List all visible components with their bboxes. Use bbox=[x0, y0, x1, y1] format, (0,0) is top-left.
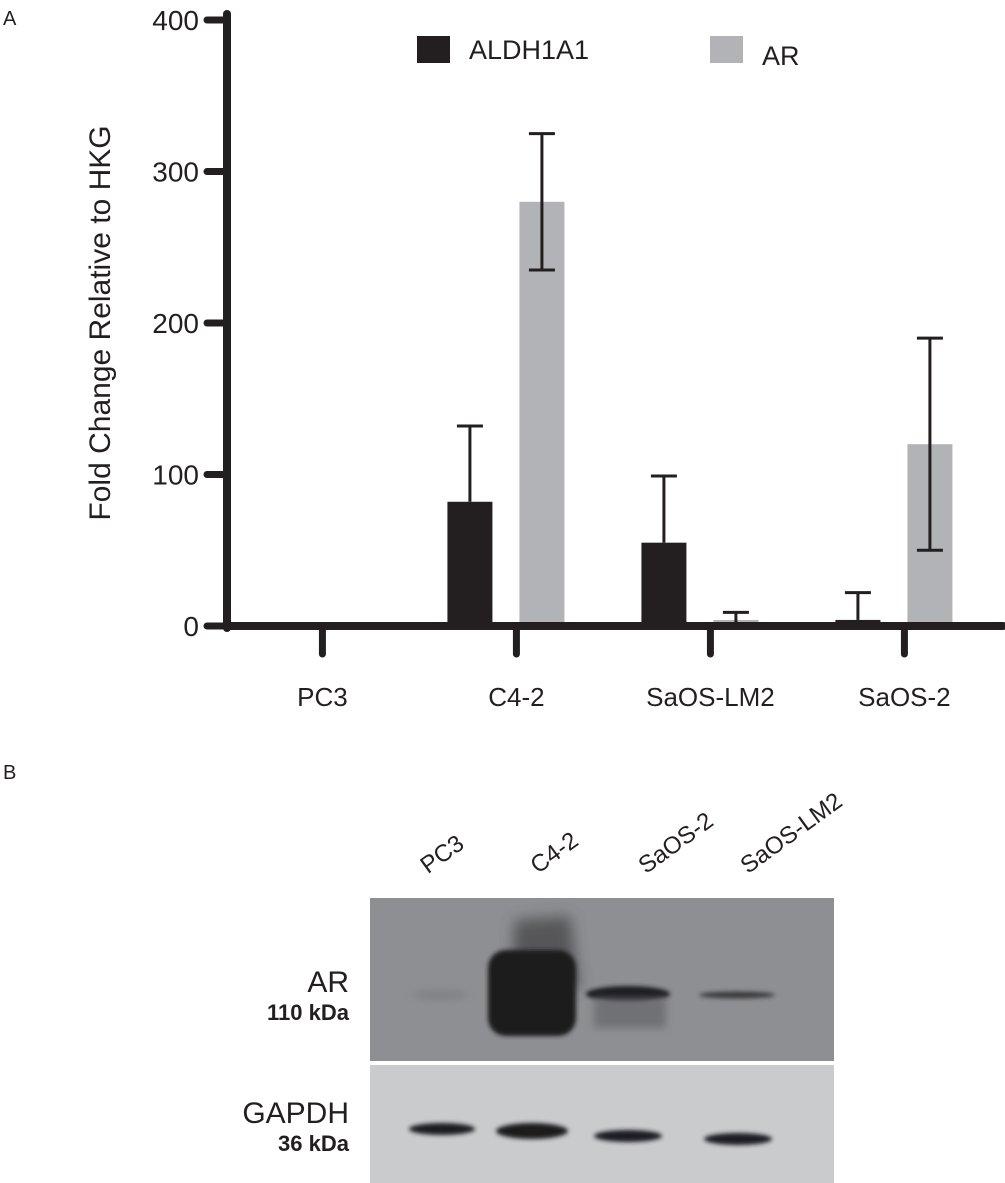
ar-band-pc3 bbox=[412, 990, 468, 1000]
legend-swatch-ar bbox=[710, 36, 743, 63]
western-blot: PC3 C4-2 SaOS-2 SaOS-LM2 AR 110 kDa GAPD… bbox=[0, 760, 1005, 1183]
gapdh-molecular-weight: 36 kDa bbox=[278, 1131, 349, 1156]
blot-image bbox=[370, 898, 834, 1183]
panel-a-label: A bbox=[3, 8, 17, 30]
y-tick-label: 0 bbox=[183, 611, 199, 642]
ar-band-saos-2-tail bbox=[594, 998, 666, 1028]
lane-label-saos-2: SaOS-2 bbox=[633, 807, 719, 880]
y-tick-label: 300 bbox=[152, 157, 199, 188]
y-tick-label: 400 bbox=[152, 5, 199, 36]
gapdh-band-saos-2 bbox=[594, 1130, 662, 1142]
gapdh-band-c4-2 bbox=[496, 1123, 568, 1139]
legend: ALDH1A1 AR bbox=[417, 35, 800, 71]
y-axis: 0 100 200 300 400 bbox=[152, 5, 231, 642]
x-tick-label: SaOS-2 bbox=[858, 682, 951, 712]
gapdh-band-saos-lm2 bbox=[704, 1133, 772, 1145]
ar-protein-name: AR bbox=[307, 966, 349, 999]
bar-aldh1a1-c4-2 bbox=[447, 501, 493, 626]
bar-ar-c4-2 bbox=[519, 201, 565, 627]
x-tick-label: SaOS-LM2 bbox=[646, 682, 775, 712]
bar-aldh1a1-saos-lm2 bbox=[641, 542, 687, 626]
ar-row-label: AR 110 kDa bbox=[267, 966, 349, 1026]
x-axis: PC3 C4-2 SaOS-LM2 SaOS-2 bbox=[223, 622, 1005, 712]
legend-swatch-aldh1a1 bbox=[417, 36, 450, 63]
panel-b-label: B bbox=[3, 762, 17, 784]
x-tick-label: PC3 bbox=[297, 682, 348, 712]
ar-band-c4-2 bbox=[488, 950, 576, 1036]
lane-label-c4-2: C4-2 bbox=[525, 826, 584, 880]
gapdh-protein-name: GAPDH bbox=[242, 1097, 349, 1130]
y-tick-label: 200 bbox=[152, 308, 199, 339]
ar-band-saos-lm2 bbox=[699, 991, 775, 999]
bars bbox=[325, 132, 953, 628]
ar-molecular-weight: 110 kDa bbox=[267, 1000, 349, 1025]
legend-label-ar: AR bbox=[762, 41, 800, 71]
gapdh-band-pc3 bbox=[409, 1123, 475, 1135]
ar-blot-background bbox=[370, 898, 834, 1061]
y-axis-title: Fold Change Relative to HKG bbox=[84, 125, 117, 520]
legend-label-aldh1a1: ALDH1A1 bbox=[469, 35, 589, 65]
bar-chart: 0 100 200 300 400 PC3 C4-2 SaOS-LM2 SaOS-2 ALDH… bbox=[84, 5, 1005, 712]
lane-label-pc3: PC3 bbox=[415, 829, 470, 880]
y-tick-label: 100 bbox=[152, 460, 199, 491]
gapdh-row-label: GAPDH 36 kDa bbox=[242, 1097, 349, 1157]
x-tick-label: C4-2 bbox=[488, 682, 544, 712]
lane-label-saos-lm2: SaOS-LM2 bbox=[735, 787, 848, 880]
